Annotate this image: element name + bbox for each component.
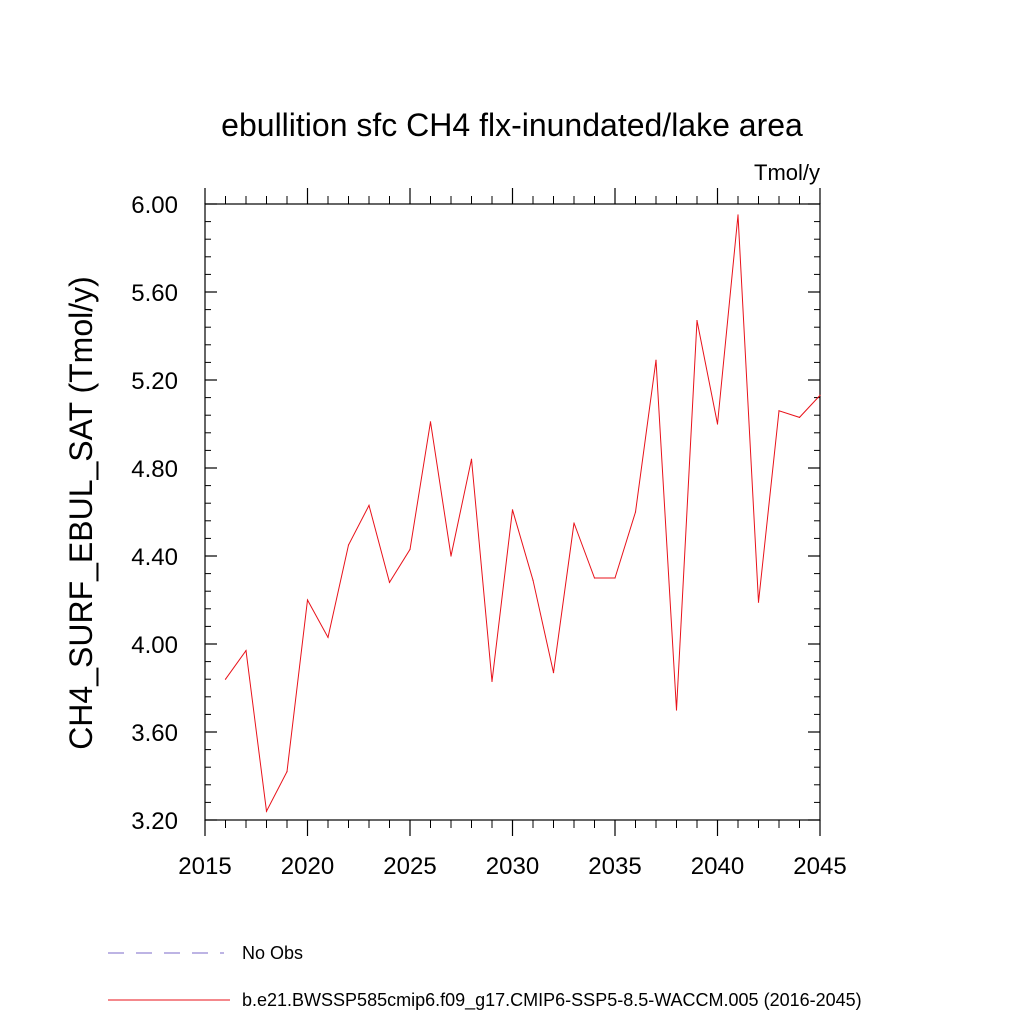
- data-point: [634, 511, 637, 513]
- data-point: [737, 214, 739, 216]
- data-point: [798, 416, 801, 418]
- x-tick-label: 2020: [281, 853, 334, 880]
- plot-series: [224, 214, 821, 813]
- data-point: [593, 577, 596, 579]
- data-point: [614, 577, 616, 579]
- data-point: [696, 320, 698, 322]
- data-point: [450, 555, 452, 557]
- data-point: [409, 548, 411, 551]
- data-point: [552, 672, 555, 674]
- y-tick-label: 5.60: [131, 280, 178, 307]
- data-point: [368, 504, 370, 506]
- data-point: [224, 678, 227, 680]
- data-point: [286, 771, 288, 773]
- x-tick-label: 2045: [793, 853, 846, 880]
- legend-label-model: b.e21.BWSSP585cmip6.f09_g17.CMIP6-SSP5-8…: [242, 990, 862, 1011]
- y-tick-label: 3.60: [131, 720, 178, 747]
- x-tick-label: 2035: [588, 853, 641, 880]
- data-point: [716, 423, 719, 425]
- y-tick-label: 4.00: [131, 632, 178, 659]
- x-tick-label: 2025: [383, 853, 436, 880]
- units-label: Tmol/y: [754, 160, 820, 185]
- x-tick-label: 2040: [691, 853, 744, 880]
- x-tick-labels: 2015 2020 2025 2030 2035 2040 2045: [178, 853, 846, 880]
- data-point: [388, 581, 391, 584]
- y-tick-label: 5.20: [131, 368, 178, 395]
- y-tick-label: 6.00: [131, 192, 178, 219]
- data-point: [757, 601, 760, 603]
- data-point: [573, 522, 575, 524]
- data-point: [675, 709, 678, 711]
- data-point: [265, 810, 268, 812]
- legend: No Obs b.e21.BWSSP585cmip6.f09_g17.CMIP6…: [108, 943, 862, 1011]
- y-tick-labels: 3.20 3.60 4.00 4.40 4.80 5.20 5.60 6.00: [131, 192, 178, 835]
- data-point: [347, 544, 350, 546]
- data-point: [470, 458, 473, 460]
- data-point: [778, 410, 780, 412]
- data-point: [532, 579, 534, 581]
- series-line-1: [225, 214, 821, 813]
- x-tick-label: 2030: [486, 853, 539, 880]
- y-tick-label: 3.20: [131, 808, 178, 835]
- legend-label-no-obs: No Obs: [242, 943, 303, 963]
- y-tick-label: 4.40: [131, 544, 178, 571]
- data-point: [819, 394, 821, 396]
- y-axis-label: CH4_SURF_EBUL_SAT (Tmol/y): [63, 276, 99, 750]
- data-point: [655, 359, 657, 361]
- data-point: [306, 599, 309, 601]
- chart-title: ebullition sfc CH4 flx-inundated/lake ar…: [221, 107, 803, 143]
- x-tick-label: 2015: [178, 853, 231, 880]
- data-point: [429, 421, 432, 423]
- y-tick-label: 4.80: [131, 456, 178, 483]
- data-point: [327, 636, 329, 639]
- data-point: [245, 650, 247, 652]
- plot-frame: [204, 203, 821, 821]
- data-point: [491, 680, 493, 683]
- data-point: [511, 509, 514, 511]
